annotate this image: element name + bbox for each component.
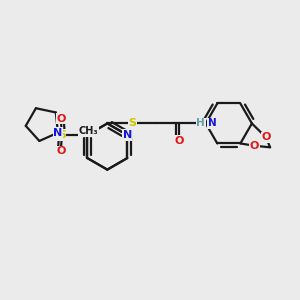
- Text: N: N: [53, 128, 63, 138]
- Text: N: N: [208, 118, 216, 128]
- Text: H: H: [196, 118, 205, 128]
- Text: CH₃: CH₃: [79, 126, 98, 136]
- Text: O: O: [56, 146, 65, 156]
- Text: O: O: [250, 141, 259, 151]
- Text: O: O: [174, 136, 184, 146]
- Text: O: O: [261, 132, 271, 142]
- Text: O: O: [56, 114, 65, 124]
- Text: S: S: [58, 130, 66, 140]
- Text: N: N: [123, 130, 132, 140]
- Text: S: S: [129, 118, 137, 128]
